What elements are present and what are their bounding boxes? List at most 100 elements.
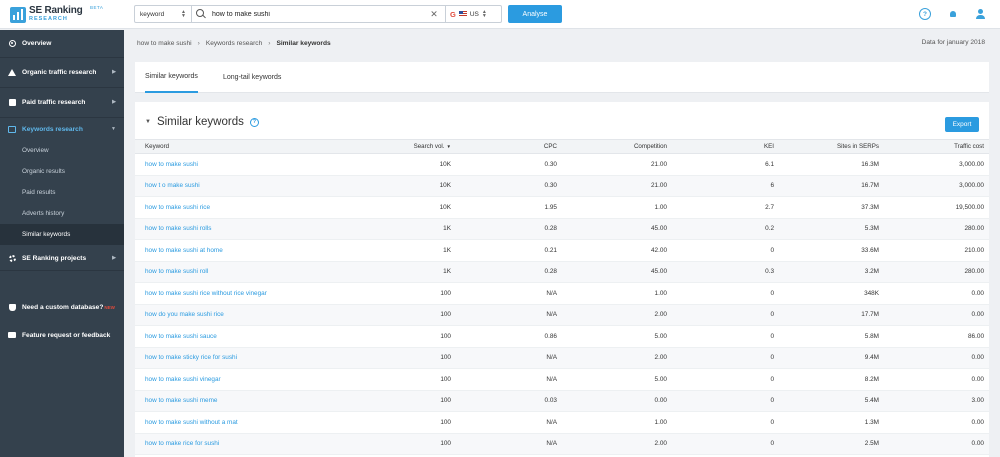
cell-competition: 1.00	[654, 289, 667, 297]
cell-search-volume: 1K	[443, 225, 451, 233]
sidebar-item-organic-traffic[interactable]: Organic traffic research ▶	[0, 58, 124, 86]
table-row: how to make rice for sushi 100 N/A 2.00 0 2.5…	[135, 433, 989, 455]
cell-keyword[interactable]: how to make sushi meme	[145, 397, 218, 405]
analyse-button[interactable]: Analyse	[508, 5, 562, 23]
cell-keyword[interactable]: how to make rice for sushi	[145, 440, 220, 448]
us-flag-icon	[458, 11, 467, 17]
sidebar-item-paid-traffic[interactable]: Paid traffic research ▶	[0, 88, 124, 116]
cell-search-volume: 100	[440, 375, 451, 383]
chevron-right-icon: ▶	[112, 69, 116, 75]
cell-sites-in-serps: 17.7M	[861, 311, 879, 319]
search-icon	[196, 9, 206, 19]
column-header-sites-in-serps[interactable]: Sites in SERPs	[837, 143, 879, 150]
section-header: ▼ Similar keywords ?	[145, 116, 259, 128]
logo[interactable]: SE Ranking RESEARCH BETA	[10, 5, 103, 24]
sidebar-item-label: Overview	[22, 39, 52, 47]
collapse-icon[interactable]: ▼	[145, 119, 151, 125]
page-title: Similar keywords	[156, 116, 244, 128]
sidebar-subitem-similar-keywords[interactable]: Similar keywords	[0, 224, 124, 245]
breadcrumb: how to make sushi › Keywords research › …	[124, 30, 1000, 56]
tab-similar-keywords[interactable]: Similar keywords	[145, 62, 198, 93]
search-input[interactable]	[212, 10, 427, 18]
cell-keyword[interactable]: how to make sushi vinegar	[145, 375, 221, 383]
sidebar-item-label: SE Ranking projects	[22, 254, 87, 262]
select-arrows-icon: ▲ ▼	[181, 9, 186, 19]
cell-traffic-cost: 0.00	[971, 440, 984, 448]
sidebar-subitem-organic-results[interactable]: Organic results	[22, 168, 65, 175]
cell-competition: 21.00	[651, 182, 667, 190]
cell-keyword[interactable]: how to make sushi	[145, 160, 198, 168]
column-header-keyword[interactable]: Keyword	[145, 143, 170, 150]
chevron-right-icon: ›	[197, 39, 200, 47]
cell-keyword[interactable]: how to make sushi roll	[145, 268, 209, 276]
cell-kei: 0	[770, 289, 774, 297]
tab-long-tail-keywords[interactable]: Long-tail keywords	[223, 74, 282, 81]
cell-sites-in-serps: 8.2M	[864, 375, 879, 383]
clear-icon[interactable]: ✕	[430, 8, 438, 19]
export-button[interactable]: Export	[945, 117, 979, 132]
breadcrumb-current: Similar keywords	[276, 39, 331, 47]
table-row: how do you make sushi rice 100 N/A 2.00 0 17.…	[135, 304, 989, 326]
sidebar-subitem-adverts-history[interactable]: Adverts history	[22, 210, 65, 217]
keywords-table: Keyword Search vol. ▼ CPC Competition KEI…	[135, 139, 989, 455]
cell-keyword[interactable]: how do you make sushi rice	[145, 311, 224, 319]
cell-traffic-cost: 210.00	[964, 246, 984, 254]
chevron-right-icon: ›	[268, 39, 271, 47]
table-row: how to make sushi meme 100 0.03 0.00 0 5.4M 3.…	[135, 390, 989, 412]
sidebar-item-feature-request[interactable]: Feature request or feedback	[0, 324, 124, 346]
breadcrumb-item[interactable]: Keywords research	[205, 39, 263, 47]
cell-keyword[interactable]: how to make sticky rice for sushi	[145, 354, 237, 362]
breadcrumb-item[interactable]: how to make sushi	[137, 39, 192, 47]
user-icon[interactable]	[975, 8, 987, 20]
cell-search-volume: 100	[440, 332, 451, 340]
cell-keyword[interactable]: how to make sushi rice	[145, 203, 210, 211]
engine-country-select[interactable]: G US ▲ ▼	[445, 6, 501, 22]
sidebar-item-custom-database[interactable]: Need a custom database? NEW	[0, 296, 124, 318]
column-header-cpc[interactable]: CPC	[543, 143, 557, 150]
cell-competition: 1.00	[654, 203, 667, 211]
table-row: how to make sushi rice without rice vine…	[135, 283, 989, 305]
column-header-search-volume[interactable]: Search vol. ▼	[414, 140, 451, 153]
cell-competition: 5.00	[654, 375, 667, 383]
table-row: how to make sushi at home 1K 0.21 42.00 0 33.…	[135, 240, 989, 262]
column-header-kei[interactable]: KEI	[764, 143, 774, 150]
country-code: US	[469, 10, 479, 18]
sidebar-item-se-ranking-projects[interactable]: SE Ranking projects ▶	[0, 247, 124, 269]
cell-kei: 0	[770, 311, 774, 319]
cell-keyword[interactable]: how to make sushi sauce	[145, 332, 217, 340]
cell-cpc: 0.03	[544, 397, 557, 405]
tabs: Similar keywords Long-tail keywords	[135, 62, 989, 93]
cell-keyword[interactable]: how to make sushi without a mat	[145, 418, 238, 426]
cell-keyword[interactable]: how to make sushi rolls	[145, 225, 212, 233]
cell-kei: 0	[770, 397, 774, 405]
help-icon[interactable]: ?	[919, 8, 931, 20]
table-row: how t o make sushi 10K 0.30 21.00 6 16.7M 3,00…	[135, 175, 989, 197]
sidebar-item-overview[interactable]: Overview	[0, 30, 124, 56]
cell-kei: 0	[770, 375, 774, 383]
cell-kei: 0	[770, 440, 774, 448]
cell-keyword[interactable]: how t o make sushi	[145, 182, 200, 190]
cell-keyword[interactable]: how to make sushi at home	[145, 246, 223, 254]
cell-traffic-cost: 0.00	[971, 354, 984, 362]
sidebar-subitem-overview[interactable]: Overview	[22, 147, 49, 154]
search-type-select[interactable]: keyword ▲ ▼	[135, 6, 192, 22]
cell-search-volume: 10K	[439, 182, 451, 190]
cell-sites-in-serps: 2.5M	[864, 440, 879, 448]
sidebar-item-label: Organic traffic research	[22, 68, 97, 76]
sidebar-subitem-paid-results[interactable]: Paid results	[22, 189, 56, 196]
cell-cpc: 1.95	[544, 203, 557, 211]
cell-cpc: 0.30	[544, 182, 557, 190]
chevron-down-icon: ▼	[111, 126, 116, 132]
overview-icon	[8, 39, 16, 47]
cell-search-volume: 1K	[443, 268, 451, 276]
cell-search-volume: 10K	[439, 160, 451, 168]
column-header-traffic-cost[interactable]: Traffic cost	[954, 143, 984, 150]
sidebar: Overview Organic traffic research ▶ Paid…	[0, 30, 124, 457]
new-badge: NEW	[104, 304, 115, 310]
column-header-competition[interactable]: Competition	[633, 143, 667, 150]
cell-keyword[interactable]: how to make sushi rice without rice vine…	[145, 289, 267, 297]
sidebar-item-keywords-research[interactable]: Keywords research ▼	[0, 118, 124, 140]
notifications-icon[interactable]	[947, 8, 959, 20]
sidebar-item-label: Need a custom database?	[22, 303, 104, 311]
help-icon[interactable]: ?	[249, 117, 259, 127]
